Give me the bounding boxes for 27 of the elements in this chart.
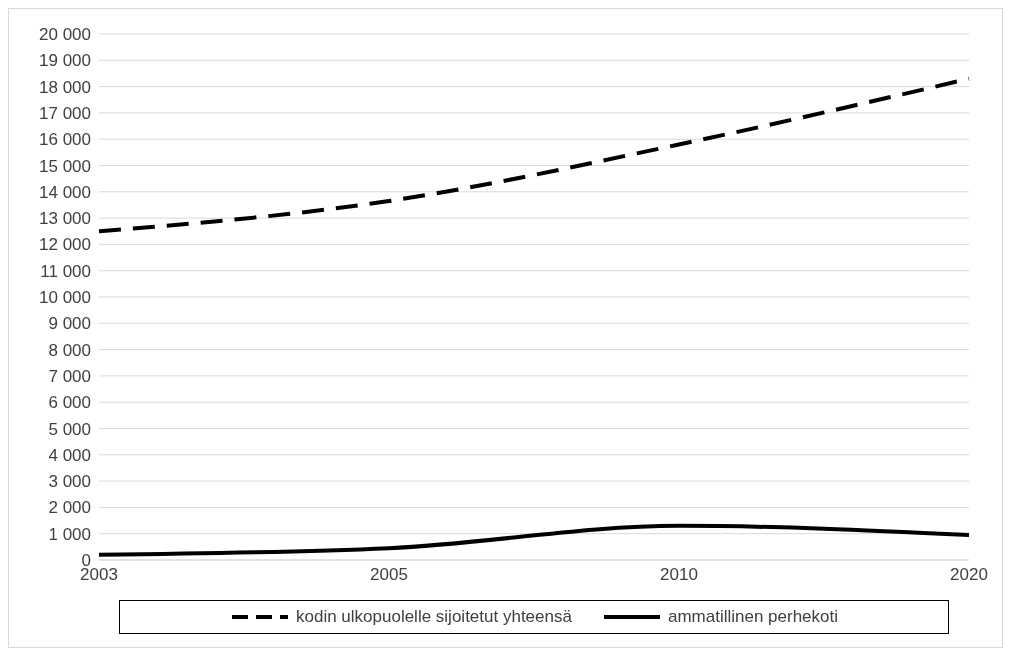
legend-label: ammatillinen perhekoti: [666, 607, 839, 627]
y-tick-label: 8 000: [48, 340, 91, 360]
y-tick-label: 15 000: [39, 156, 91, 176]
y-tick-label: 13 000: [39, 209, 91, 229]
legend-label: kodin ulkopuolelle sijoitetut yhteensä: [294, 607, 572, 627]
y-tick-label: 2 000: [48, 498, 91, 518]
y-tick-label: 17 000: [39, 103, 91, 123]
y-tick-label: 20 000: [39, 25, 91, 45]
y-tick-label: 3 000: [48, 472, 91, 492]
y-tick-label: 19 000: [39, 51, 91, 71]
y-tick-label: 18 000: [39, 77, 91, 97]
y-tick-label: 5 000: [48, 419, 91, 439]
line-series: [97, 523, 971, 557]
y-tick-label: 7 000: [48, 366, 91, 386]
line-series: [97, 76, 971, 234]
y-tick-label: 10 000: [39, 288, 91, 308]
y-tick-label: 14 000: [39, 182, 91, 202]
x-tick-label: 2010: [660, 565, 698, 585]
y-tick-label: 6 000: [48, 393, 91, 413]
y-tick-label: 11 000: [40, 261, 91, 281]
y-tick-label: 9 000: [48, 314, 91, 334]
y-tick-label: 1 000: [48, 524, 91, 544]
x-tick-label: 2020: [950, 565, 988, 585]
y-tick-label: 16 000: [39, 130, 91, 150]
x-tick-label: 2005: [370, 565, 408, 585]
y-tick-label: 12 000: [39, 235, 91, 255]
y-tick-label: 4 000: [48, 445, 91, 465]
